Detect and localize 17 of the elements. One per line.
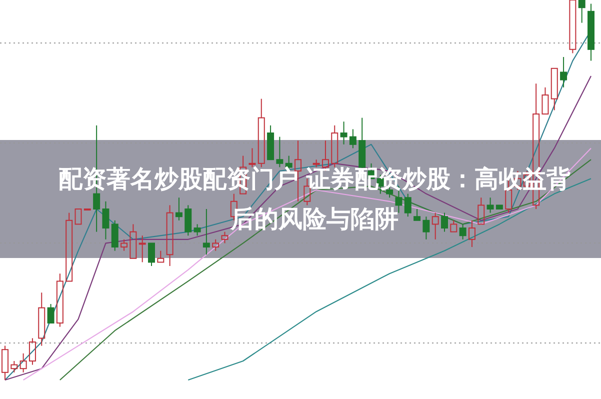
candlestick <box>56 273 64 328</box>
candlestick <box>486 197 494 214</box>
candlestick <box>38 292 46 346</box>
candlestick <box>340 121 348 145</box>
candlestick <box>468 220 476 248</box>
candlestick <box>175 197 182 221</box>
candlestick <box>28 338 36 366</box>
candlestick <box>166 204 174 266</box>
candlestick <box>202 208 210 256</box>
candlestick <box>422 216 430 240</box>
candlestick <box>20 352 27 373</box>
candlestick <box>138 235 146 263</box>
candlestick <box>102 200 110 240</box>
candlestick <box>588 3 594 62</box>
candlestick <box>10 360 18 373</box>
candlestick <box>459 224 466 240</box>
candlestick <box>560 56 568 88</box>
